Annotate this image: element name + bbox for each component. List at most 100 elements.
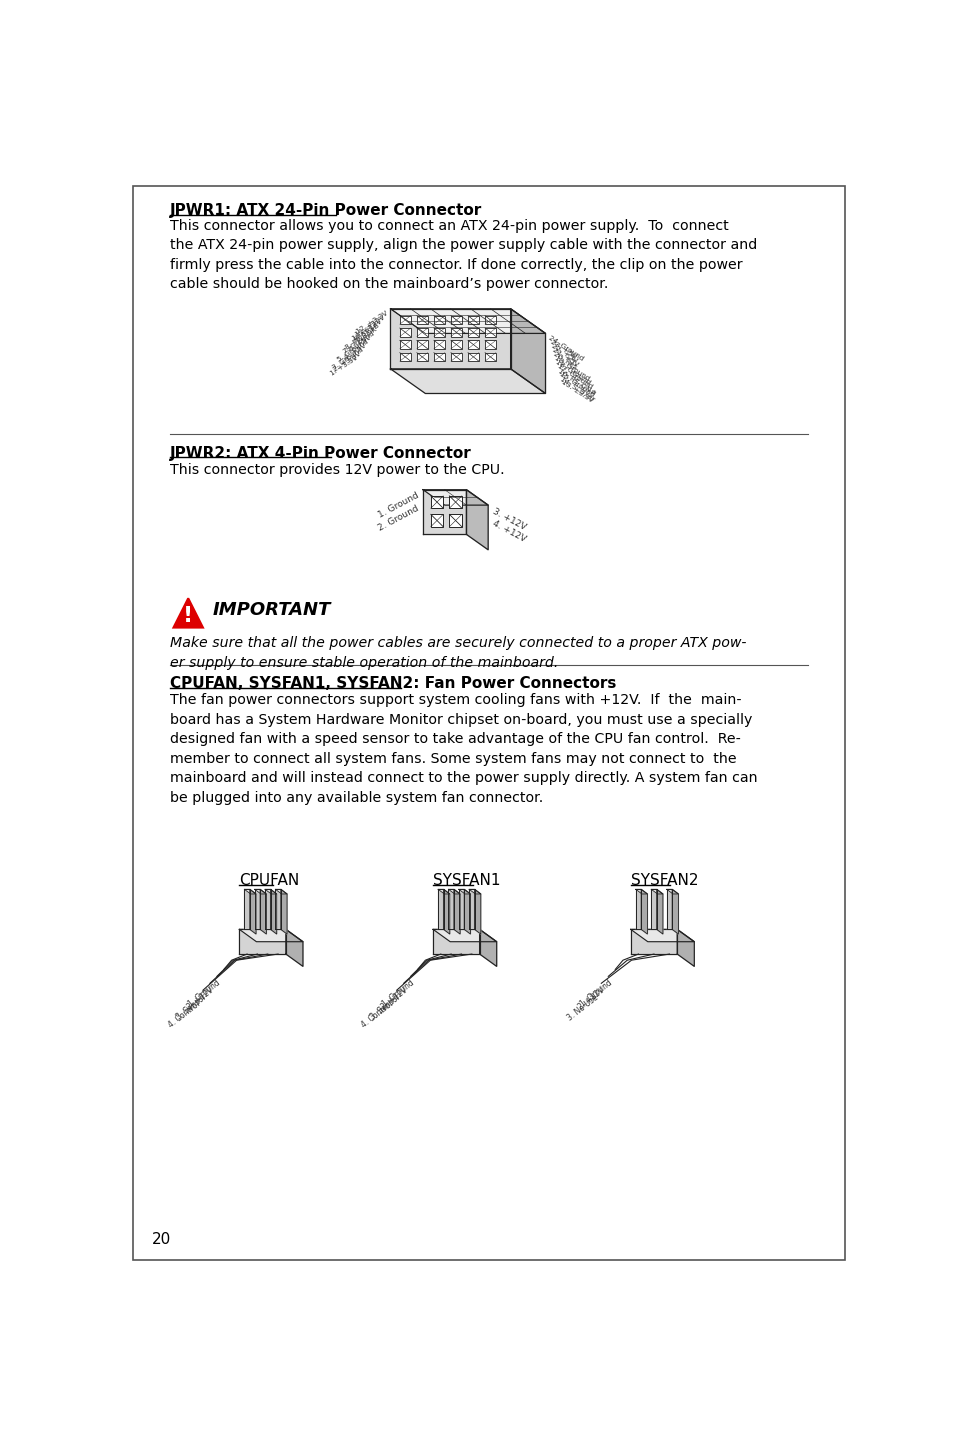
Polygon shape (422, 489, 466, 534)
Polygon shape (469, 889, 480, 894)
Polygon shape (448, 889, 454, 929)
Polygon shape (260, 889, 266, 934)
Text: 23. +5V: 23. +5V (548, 339, 577, 361)
Bar (416, 316, 427, 325)
Bar (416, 341, 427, 349)
Text: SYSFAN2: SYSFAN2 (630, 873, 698, 889)
Polygon shape (254, 889, 266, 894)
Text: The fan power connectors support system cooling fans with +12V.  If  the  main-
: The fan power connectors support system … (170, 693, 757, 804)
Polygon shape (254, 889, 260, 929)
Polygon shape (474, 889, 480, 934)
Polygon shape (437, 889, 449, 894)
Text: 3. Sensor: 3. Sensor (174, 993, 208, 1022)
Bar (431, 497, 443, 508)
Bar (416, 352, 427, 361)
Polygon shape (464, 889, 470, 934)
Text: 10. +12V: 10. +12V (352, 318, 383, 342)
Text: 16. PS_ON#: 16. PS_ON# (557, 366, 597, 396)
Text: CPUFAN, SYSFAN1, SYSFAN2: Fan Power Connectors: CPUFAN, SYSFAN1, SYSFAN2: Fan Power Conn… (170, 675, 616, 691)
Text: 15. Ground: 15. Ground (558, 371, 595, 398)
Polygon shape (630, 929, 677, 954)
Text: 1. Ground: 1. Ground (578, 979, 613, 1009)
Text: JPWR1: ATX 24-Pin Power Connector: JPWR1: ATX 24-Pin Power Connector (170, 203, 481, 219)
Polygon shape (265, 889, 276, 894)
Text: 13. +3.3V: 13. +3.3V (560, 379, 594, 404)
Text: 2. Ground: 2. Ground (376, 504, 420, 532)
Text: 2. +12V: 2. +12V (577, 986, 606, 1012)
Polygon shape (239, 929, 286, 954)
Polygon shape (437, 889, 443, 929)
Text: 1. Ground: 1. Ground (380, 979, 416, 1009)
Text: 18. Ground: 18. Ground (555, 359, 591, 386)
Text: 7. Ground: 7. Ground (342, 331, 375, 355)
Bar (434, 328, 444, 336)
Text: 11. +12V: 11. +12V (354, 315, 386, 338)
Polygon shape (458, 889, 470, 894)
Polygon shape (275, 889, 280, 929)
Bar (484, 328, 496, 336)
Polygon shape (469, 889, 474, 929)
Text: IMPORTANT: IMPORTANT (212, 601, 331, 618)
Bar (451, 352, 461, 361)
Polygon shape (265, 889, 271, 929)
Polygon shape (666, 889, 672, 929)
Text: 9. 5VSB: 9. 5VSB (354, 322, 380, 343)
Polygon shape (454, 889, 459, 934)
Text: 1. Ground: 1. Ground (376, 491, 420, 521)
Text: 2. +3.3V: 2. +3.3V (332, 351, 361, 372)
Polygon shape (635, 889, 647, 894)
Polygon shape (443, 889, 449, 934)
Text: 20. Res: 20. Res (552, 351, 578, 371)
Text: 4. +5V: 4. +5V (343, 342, 367, 361)
Text: 4. Control: 4. Control (166, 999, 201, 1030)
Polygon shape (173, 598, 203, 628)
Text: 2. +12V: 2. +12V (379, 986, 409, 1012)
Text: 22. +5V: 22. +5V (550, 343, 578, 363)
Polygon shape (448, 889, 459, 894)
Bar (449, 497, 461, 508)
Text: 21. +5V: 21. +5V (551, 346, 578, 368)
Polygon shape (640, 889, 647, 934)
Polygon shape (433, 929, 497, 942)
Polygon shape (630, 929, 694, 942)
Text: 20: 20 (152, 1232, 171, 1246)
Text: 3. No Use: 3. No Use (565, 993, 599, 1022)
Polygon shape (651, 889, 656, 929)
Polygon shape (635, 889, 640, 929)
Text: 4. Control: 4. Control (359, 999, 395, 1030)
Bar (399, 328, 410, 336)
Text: 3. Sensor: 3. Sensor (368, 993, 402, 1022)
Text: This connector provides 12V power to the CPU.: This connector provides 12V power to the… (170, 462, 504, 477)
Bar (416, 328, 427, 336)
Text: 19. Ground: 19. Ground (553, 355, 590, 382)
Text: Make sure that all the power cables are securely connected to a proper ATX pow-
: Make sure that all the power cables are … (170, 635, 745, 670)
Text: JPWR2: ATX 4-Pin Power Connector: JPWR2: ATX 4-Pin Power Connector (170, 446, 471, 461)
Polygon shape (666, 889, 678, 894)
Polygon shape (677, 929, 694, 966)
Bar (434, 352, 444, 361)
Bar (451, 328, 461, 336)
Text: 1. +3.3V: 1. +3.3V (329, 355, 358, 376)
Bar (468, 352, 478, 361)
Polygon shape (244, 889, 255, 894)
Polygon shape (390, 309, 510, 369)
Polygon shape (275, 889, 287, 894)
Bar (484, 352, 496, 361)
Bar (451, 316, 461, 325)
Bar (399, 316, 410, 325)
Polygon shape (510, 309, 545, 394)
Polygon shape (656, 889, 662, 934)
Polygon shape (390, 369, 545, 394)
Bar (451, 341, 461, 349)
FancyBboxPatch shape (133, 186, 843, 1259)
Polygon shape (466, 489, 488, 550)
Bar (468, 328, 478, 336)
Text: 2. +12V: 2. +12V (186, 986, 215, 1012)
Polygon shape (239, 929, 303, 942)
Bar (484, 316, 496, 325)
Bar (434, 341, 444, 349)
Polygon shape (458, 889, 464, 929)
Text: 5. Ground: 5. Ground (336, 338, 370, 363)
Bar (484, 341, 496, 349)
Polygon shape (422, 489, 488, 505)
